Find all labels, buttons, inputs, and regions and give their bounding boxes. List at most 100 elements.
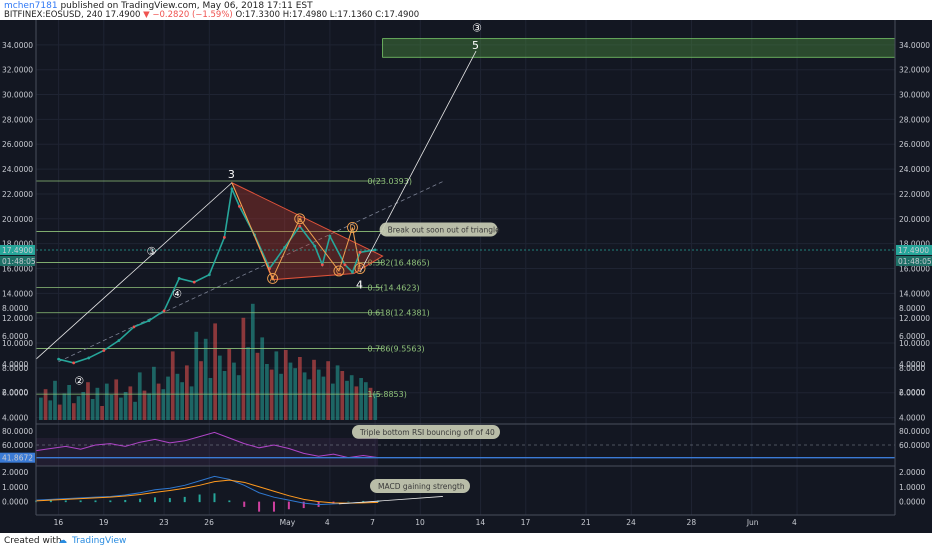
volume-bar bbox=[156, 383, 161, 420]
volume-bar bbox=[166, 376, 170, 420]
countdown-label-left: 01:48:05 bbox=[2, 257, 36, 266]
wave-label: 4 bbox=[356, 279, 363, 292]
macd-histogram-bar bbox=[287, 501, 290, 510]
footer: Created with ☁ TradingView bbox=[0, 533, 932, 550]
price-tick-label-right: 18.0000 bbox=[899, 240, 930, 249]
price-point bbox=[343, 263, 347, 267]
volume-tick-label: 6.0000 bbox=[899, 332, 925, 341]
ohlc-values: O:17.3300 H:17.4980 L:17.1360 C:17.4900 bbox=[235, 10, 420, 20]
price-tick-label-right: 10.0000 bbox=[899, 339, 930, 348]
volume-bar bbox=[104, 383, 109, 420]
rsi-tick-label-left: 80.0000 bbox=[2, 427, 33, 436]
wave-line-4-5 bbox=[359, 50, 477, 273]
rsi-tick-label: 60.0000 bbox=[899, 441, 930, 450]
volume-bar bbox=[340, 371, 345, 420]
volume-bar bbox=[81, 392, 86, 420]
published-text: published on TradingView.com, May 06, 20… bbox=[60, 1, 313, 11]
fib-label: 0.786(9.5563) bbox=[368, 345, 425, 354]
macd-histogram-bar bbox=[228, 500, 231, 503]
volume-bar bbox=[269, 369, 274, 420]
tradingview-brand[interactable]: TradingView bbox=[72, 536, 127, 546]
symbol-label: BITFINEX:EOSUSD, 240 bbox=[4, 10, 103, 20]
macd-histogram-bar bbox=[302, 501, 305, 509]
price-tick-label-left: 26.0000 bbox=[2, 140, 33, 149]
price-tick-label-left: 24.0000 bbox=[2, 165, 33, 174]
rsi-pane: 60.0000 60.0000 80.0000 80.0000 41.8672 bbox=[0, 423, 930, 466]
price-tick-label-right: 24.0000 bbox=[899, 165, 930, 174]
volume-bar bbox=[95, 387, 100, 420]
volume-bar bbox=[100, 406, 104, 420]
macd-histogram-bar bbox=[109, 500, 112, 503]
time-tick-label: 21 bbox=[581, 518, 591, 527]
macd-histogram-bar bbox=[124, 499, 127, 503]
macd-line bbox=[35, 475, 379, 506]
macd-histogram-bar bbox=[49, 500, 52, 503]
price-series bbox=[35, 50, 477, 365]
price-tick-label-right: 32.0000 bbox=[899, 66, 930, 75]
macd-histogram-bar bbox=[272, 501, 275, 512]
last-price-label-left: 17.4900 bbox=[2, 246, 33, 255]
price-point bbox=[117, 339, 121, 342]
time-tick-label: 17 bbox=[521, 518, 531, 527]
price-point bbox=[328, 234, 332, 238]
volume-tick-label: 4.0000 bbox=[899, 360, 925, 369]
abc-circle bbox=[267, 272, 279, 284]
macd-note: MACD gaining strength bbox=[378, 482, 465, 491]
author-link[interactable]: mchen7181 bbox=[4, 1, 58, 11]
rsi-line bbox=[35, 431, 379, 459]
volume-bar bbox=[189, 386, 194, 420]
time-tick-label: May bbox=[280, 518, 296, 527]
volume-bar bbox=[302, 372, 307, 420]
volume-bar bbox=[57, 404, 62, 420]
volume-bar bbox=[255, 352, 260, 420]
volume-bar bbox=[71, 403, 76, 420]
macd-pane: 0.0000 0.0000 1.0000 1.0000 2.0000 2.0000 bbox=[2, 465, 925, 512]
wave-label: 5 bbox=[472, 39, 479, 52]
macd-histogram-bar bbox=[243, 501, 246, 507]
volume-bar bbox=[260, 337, 265, 420]
tradingview-cloud-icon: ☁ bbox=[58, 536, 67, 546]
countdown-label: 01:48:05 bbox=[898, 257, 932, 266]
volume-bar bbox=[312, 359, 316, 420]
price-tick-label-left: 20.0000 bbox=[2, 215, 33, 224]
last-price-badge-left bbox=[0, 244, 35, 255]
triangle-note: Break out soon out of triangle bbox=[388, 226, 500, 235]
volume-bar bbox=[227, 348, 232, 420]
macd-histogram-bar bbox=[94, 500, 97, 503]
price-point bbox=[192, 280, 196, 284]
fib-label: 0.618(12.4381) bbox=[368, 309, 430, 318]
price-point bbox=[207, 273, 211, 277]
price-tick-label-right: 12.0000 bbox=[899, 314, 930, 323]
time-tick-label: 4 bbox=[325, 518, 330, 527]
abc-label: A bbox=[270, 274, 276, 283]
volume-bar bbox=[137, 372, 142, 420]
price-point bbox=[298, 224, 302, 228]
price-point bbox=[72, 361, 76, 365]
time-tick-label: 24 bbox=[626, 518, 636, 527]
chart-area[interactable]: 0(23.0393) 0.382(16.4865) 0.5(14.4623) 0.61… bbox=[0, 20, 932, 533]
price-point bbox=[102, 349, 106, 352]
volume-bar bbox=[213, 323, 217, 420]
last-price-label: 17.4900 bbox=[898, 246, 929, 255]
volume-bar bbox=[67, 385, 71, 420]
time-tick-label: 16 bbox=[54, 518, 64, 527]
volume-bar bbox=[298, 357, 302, 420]
volume-bar bbox=[345, 380, 349, 420]
volume-bar bbox=[208, 378, 213, 420]
volume-bar bbox=[161, 389, 166, 420]
price-point bbox=[238, 204, 241, 208]
time-tick-label: 7 bbox=[370, 518, 375, 527]
triangle-note-bubble bbox=[379, 222, 498, 237]
macd-trendline bbox=[338, 496, 443, 505]
price-tick-label-left: 28.0000 bbox=[2, 115, 33, 124]
annotations: Break out soon out of triangle Triple bot… bbox=[352, 222, 500, 493]
volume-bar bbox=[43, 389, 48, 420]
price-tick-label-right: 14.0000 bbox=[899, 289, 930, 298]
abc-label: B bbox=[297, 215, 303, 224]
price-tick-label-left: 34.0000 bbox=[2, 41, 33, 50]
time-tick-label: 19 bbox=[99, 518, 109, 527]
volume-bar bbox=[359, 378, 363, 420]
volume-bar bbox=[53, 380, 57, 420]
volume-bar bbox=[217, 355, 222, 420]
volume-bar bbox=[175, 373, 180, 420]
